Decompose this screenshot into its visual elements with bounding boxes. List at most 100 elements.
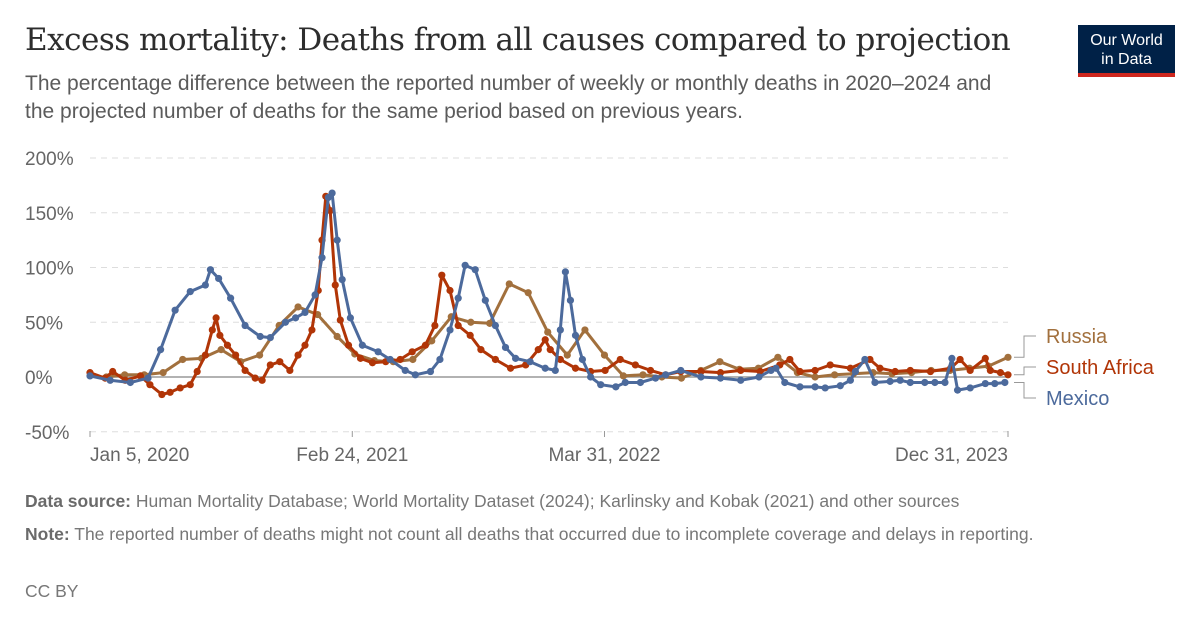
data-point-mexico bbox=[662, 371, 670, 379]
data-point-south-africa bbox=[223, 341, 232, 349]
data-point-mexico bbox=[851, 367, 860, 376]
chart-subtitle: The percentage difference between the re… bbox=[25, 72, 992, 123]
data-point-mexico bbox=[256, 332, 264, 341]
data-point-russia bbox=[505, 280, 513, 288]
data-point-mexico bbox=[966, 384, 974, 392]
data-point-mexico bbox=[454, 294, 462, 302]
data-point-south-africa bbox=[356, 354, 365, 362]
data-point-south-africa bbox=[631, 361, 639, 369]
data-point-mexico bbox=[941, 378, 949, 387]
data-point-mexico bbox=[948, 354, 956, 362]
data-point-mexico bbox=[144, 374, 152, 382]
data-point-mexico bbox=[206, 266, 215, 274]
data-point-mexico bbox=[896, 376, 904, 384]
data-point-mexico bbox=[953, 386, 962, 394]
series-line-mexico bbox=[89, 191, 1005, 392]
data-point-mexico bbox=[86, 372, 94, 380]
data-point-mexico bbox=[697, 373, 705, 381]
data-point-mexico bbox=[551, 366, 559, 375]
data-point-south-africa bbox=[506, 364, 515, 372]
data-point-mexico bbox=[772, 364, 780, 372]
data-point-mexico bbox=[215, 274, 223, 283]
data-point-mexico bbox=[426, 367, 435, 376]
data-point-south-africa bbox=[286, 366, 294, 375]
data-point-mexico bbox=[1001, 378, 1009, 387]
data-point-russia bbox=[1004, 353, 1012, 361]
data-point-mexico bbox=[311, 291, 319, 299]
data-point-russia bbox=[409, 355, 417, 364]
data-point-south-africa bbox=[571, 364, 580, 372]
data-point-mexico bbox=[358, 341, 366, 349]
data-point-mexico bbox=[597, 381, 605, 389]
data-point-mexico bbox=[374, 348, 382, 356]
data-point-mexico bbox=[266, 333, 274, 342]
data-point-south-africa bbox=[446, 286, 454, 295]
data-point-mexico bbox=[981, 379, 989, 388]
owid-logo[interactable]: Our World in Data bbox=[1078, 25, 1175, 77]
data-point-mexico bbox=[636, 378, 645, 387]
data-point-south-africa bbox=[491, 355, 500, 364]
data-point-south-africa bbox=[166, 388, 174, 396]
data-point-south-africa bbox=[541, 336, 549, 344]
data-point-south-africa bbox=[158, 390, 166, 399]
data-point-south-africa bbox=[266, 361, 274, 369]
data-point-south-africa bbox=[431, 321, 439, 330]
data-point-russia bbox=[581, 326, 589, 334]
data-point-russia bbox=[563, 351, 571, 359]
data-point-mexico bbox=[338, 275, 346, 284]
data-point-mexico bbox=[481, 296, 489, 304]
data-point-mexico bbox=[796, 383, 804, 391]
data-point-mexico bbox=[227, 294, 235, 302]
data-point-mexico bbox=[566, 296, 575, 304]
series-label-mexico: Mexico bbox=[1046, 388, 1109, 410]
data-point-mexico bbox=[811, 383, 819, 391]
data-point-mexico bbox=[301, 308, 309, 316]
data-point-mexico bbox=[886, 377, 894, 385]
data-point-mexico bbox=[821, 384, 829, 392]
y-tick-label: 200% bbox=[25, 149, 74, 170]
data-point-mexico bbox=[755, 373, 763, 381]
data-point-mexico bbox=[921, 378, 929, 387]
data-point-russia bbox=[121, 371, 129, 379]
series-label-russia: Russia bbox=[1046, 326, 1108, 348]
note-label: Note: bbox=[25, 524, 70, 544]
data-point-mexico bbox=[571, 331, 580, 339]
data-point-mexico bbox=[491, 321, 500, 330]
note-text: The reported number of deaths might not … bbox=[69, 524, 1034, 544]
data-point-mexico bbox=[241, 321, 249, 330]
data-point-russia bbox=[159, 369, 167, 377]
data-point-mexico bbox=[436, 355, 444, 364]
data-point-russia bbox=[831, 371, 839, 379]
series-line-south-africa bbox=[89, 194, 1009, 396]
data-point-south-africa bbox=[986, 366, 994, 375]
y-tick-label: 50% bbox=[25, 313, 63, 334]
x-tick-label: Dec 31, 2023 bbox=[895, 445, 1008, 466]
data-point-mexico bbox=[781, 378, 789, 387]
data-point-south-africa bbox=[546, 346, 554, 354]
data-point-south-africa bbox=[308, 326, 316, 334]
license[interactable]: CC BY bbox=[25, 581, 79, 601]
data-point-south-africa bbox=[368, 359, 377, 367]
data-point-russia bbox=[524, 289, 532, 297]
data-point-mexico bbox=[446, 326, 454, 334]
logo-line-2: in Data bbox=[1101, 51, 1152, 68]
data-point-south-africa bbox=[336, 316, 344, 324]
data-point-south-africa bbox=[301, 341, 309, 349]
data-point-mexico bbox=[556, 326, 564, 334]
data-point-mexico bbox=[906, 378, 914, 387]
source-text: Human Mortality Database; World Mortalit… bbox=[131, 491, 960, 511]
data-point-mexico bbox=[461, 261, 469, 269]
data-point-russia bbox=[179, 355, 187, 364]
data-point-south-africa bbox=[212, 314, 220, 322]
data-point-south-africa bbox=[331, 281, 339, 289]
data-point-south-africa bbox=[136, 372, 145, 380]
x-tick-label: Feb 24, 2021 bbox=[296, 445, 408, 466]
data-point-south-africa bbox=[697, 367, 705, 376]
data-point-mexico bbox=[186, 287, 194, 296]
data-point-mexico bbox=[991, 379, 999, 388]
data-point-south-africa bbox=[216, 331, 224, 339]
data-point-south-africa bbox=[737, 366, 745, 375]
data-point-mexico bbox=[401, 366, 409, 375]
data-point-mexico bbox=[931, 378, 939, 387]
